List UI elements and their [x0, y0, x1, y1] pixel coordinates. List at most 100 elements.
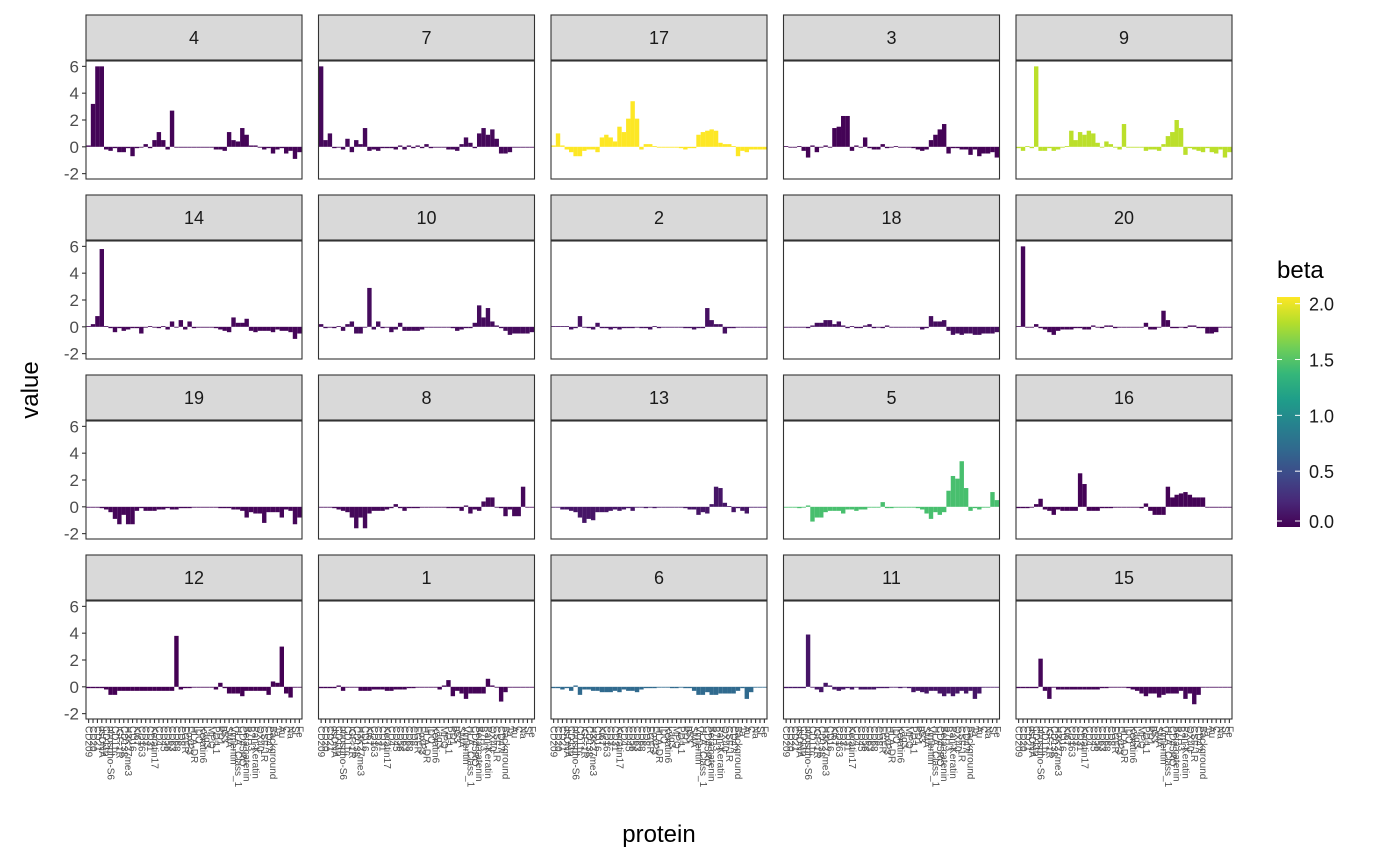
bar — [652, 506, 657, 509]
bar — [1187, 686, 1193, 694]
y-tick-label: 2 — [70, 651, 79, 670]
bar — [222, 506, 227, 509]
bar — [1099, 326, 1105, 329]
bar — [288, 146, 293, 151]
bar — [218, 146, 223, 150]
bar — [569, 506, 574, 511]
y-tick-label: 6 — [70, 597, 79, 616]
bar — [1108, 686, 1114, 688]
bar — [358, 686, 363, 691]
bar — [801, 326, 806, 328]
y-tick-label: 0 — [70, 678, 79, 697]
bar — [1064, 506, 1070, 511]
bar — [731, 146, 736, 147]
bar — [318, 686, 324, 689]
y-tick-label: -2 — [64, 345, 79, 364]
x-tick-label: CD31 — [144, 726, 155, 752]
bar — [823, 682, 828, 687]
bar — [643, 686, 649, 689]
bar — [1143, 322, 1149, 327]
x-tick-label: CD138 — [350, 726, 361, 758]
bar — [906, 506, 912, 508]
bar — [810, 325, 815, 327]
bar — [358, 326, 363, 334]
x-tick-label: Vimentin — [460, 726, 471, 765]
bar — [994, 146, 1000, 158]
bar — [906, 686, 912, 689]
panel-background — [783, 61, 1000, 179]
x-tick-label: CD11b — [333, 726, 344, 757]
bar — [191, 686, 197, 688]
bar — [867, 324, 872, 327]
bar — [1152, 146, 1157, 150]
panel-12: 12 -2 0 2 4 6 CD209CD20CD21dsDNACD11bphospho-S… — [64, 554, 304, 788]
bar — [1192, 686, 1197, 705]
bar — [424, 506, 429, 508]
bar — [924, 686, 929, 694]
bar — [898, 146, 903, 148]
x-tick-label: CD11b — [565, 726, 576, 757]
panel-background — [318, 241, 535, 359]
bar — [652, 326, 657, 327]
x-tick-label: SMA — [688, 726, 699, 748]
bar — [336, 326, 341, 327]
bar — [441, 326, 447, 328]
bar — [1196, 326, 1201, 329]
panel-background — [551, 421, 767, 539]
x-tick-label: Keratin17 — [613, 726, 624, 769]
bar — [946, 686, 951, 694]
x-tick-label: CD4 — [153, 726, 164, 746]
bar — [472, 506, 477, 510]
x-tick-label: CD68 — [868, 726, 879, 752]
bar — [1051, 686, 1056, 688]
facet-strip — [1015, 554, 1233, 601]
y-tick-label: -2 — [64, 165, 79, 184]
bar — [617, 506, 622, 511]
bar — [503, 146, 508, 154]
x-tick-label: SMA — [921, 726, 932, 748]
x-tick-label: Si — [1219, 726, 1230, 735]
panel-5: 5 — [782, 374, 1001, 540]
x-tick-label: HLA_Class_1 — [697, 726, 708, 788]
bar — [349, 506, 355, 518]
bar — [112, 326, 118, 333]
bar — [95, 66, 100, 147]
bar — [1086, 326, 1092, 330]
bar — [884, 146, 890, 149]
facet-strip — [550, 374, 768, 421]
bar — [1108, 325, 1114, 327]
panel-background — [86, 241, 302, 359]
x-tick-label: MPO — [1136, 726, 1147, 749]
bar — [1174, 686, 1179, 694]
bar — [933, 686, 938, 691]
bar — [1130, 146, 1135, 148]
bar — [354, 326, 359, 334]
bar — [792, 686, 798, 689]
y-tick-label: 6 — [70, 237, 79, 256]
facet-strip — [550, 554, 768, 601]
bar — [797, 686, 802, 689]
x-tick-label: Ki67 — [1061, 726, 1072, 746]
bar — [683, 146, 688, 150]
bar — [1047, 506, 1052, 511]
facet-strip-label: 6 — [654, 568, 664, 588]
bar — [139, 506, 144, 509]
bar — [419, 686, 425, 688]
bar — [639, 506, 644, 508]
panel-border — [1015, 240, 1233, 360]
bar — [266, 146, 271, 149]
x-tick-label: CD31 — [1074, 726, 1085, 752]
bar — [709, 320, 714, 327]
facet-strip-label: 2 — [654, 208, 664, 228]
bar — [121, 326, 126, 331]
bar — [937, 686, 942, 694]
bar — [336, 506, 341, 510]
facet-strip — [317, 374, 536, 421]
x-tick-label: CD56 — [162, 726, 173, 752]
bar — [231, 317, 236, 327]
x-tick-label: CD63 — [864, 726, 875, 752]
bar — [582, 326, 587, 328]
bar — [836, 321, 842, 327]
bar — [643, 326, 649, 329]
bar — [134, 326, 140, 329]
